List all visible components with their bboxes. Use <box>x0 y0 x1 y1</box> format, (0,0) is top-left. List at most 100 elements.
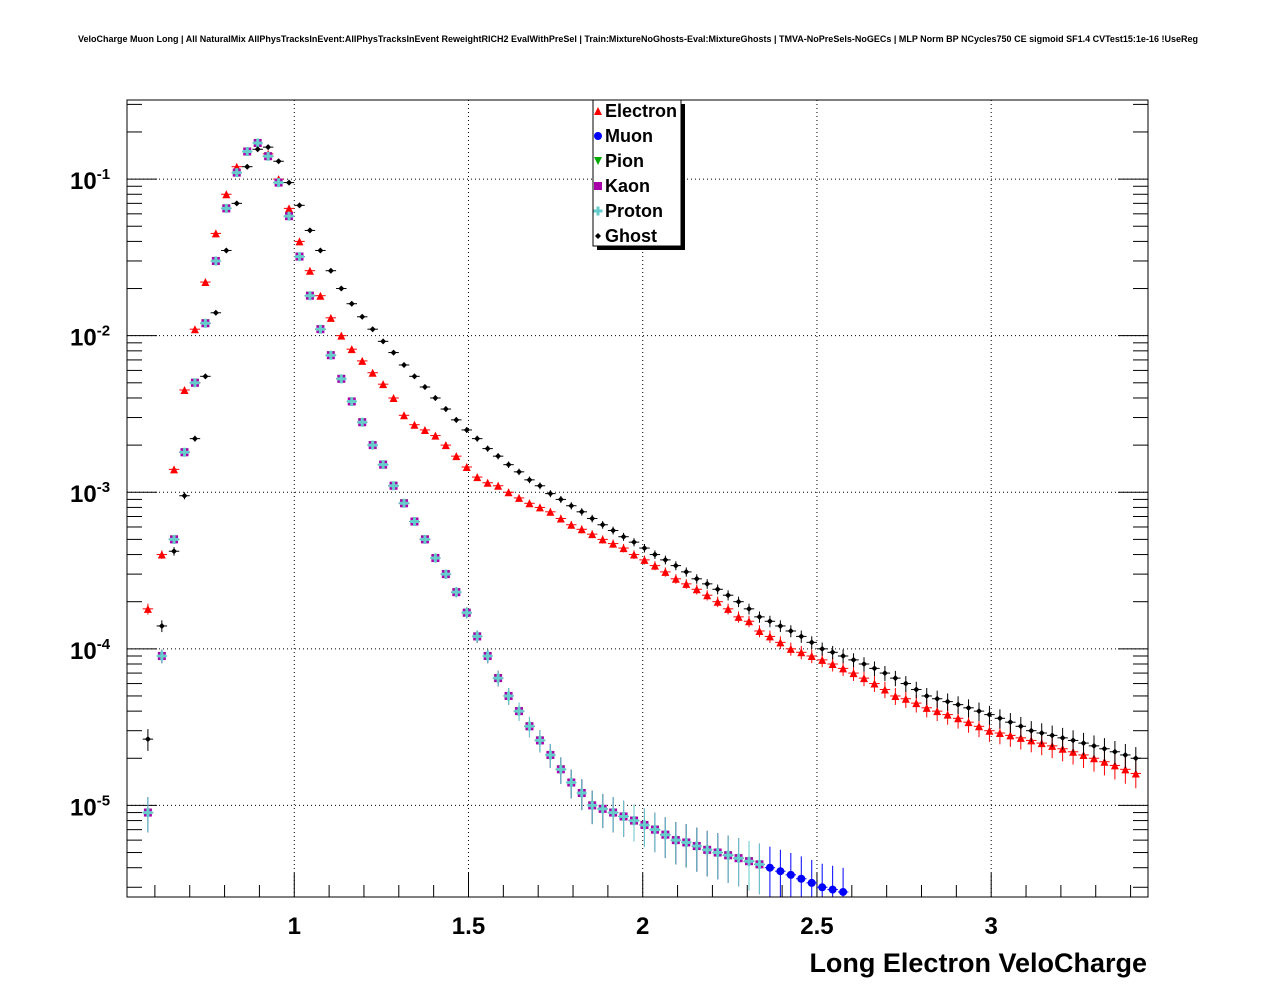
data-point <box>358 356 367 365</box>
data-point <box>545 750 555 760</box>
data-point <box>233 200 240 207</box>
data-point <box>1007 719 1014 726</box>
data-point <box>556 514 565 523</box>
legend-label: Muon <box>605 126 653 146</box>
data-point <box>660 830 670 840</box>
data-point <box>704 580 711 587</box>
x-tick-label: 1.5 <box>452 913 485 940</box>
series-proton <box>142 138 765 895</box>
data-point <box>157 550 166 559</box>
data-point <box>432 394 439 401</box>
data-point <box>577 788 587 798</box>
data-point <box>671 574 680 583</box>
data-point <box>462 608 472 618</box>
data-point <box>745 617 754 626</box>
data-point <box>317 247 324 254</box>
legend-marker <box>594 107 602 115</box>
data-point <box>1070 737 1077 744</box>
data-point <box>1038 729 1045 736</box>
data-point <box>326 350 336 360</box>
data-point <box>442 406 449 413</box>
legend-entry-ghost: Ghost <box>595 226 657 246</box>
data-point <box>380 338 387 345</box>
data-point <box>620 533 627 540</box>
data-point <box>495 453 502 460</box>
data-point <box>797 648 806 657</box>
data-point <box>1122 751 1129 758</box>
data-point <box>807 878 816 887</box>
data-point <box>431 431 440 440</box>
data-point <box>880 685 889 694</box>
data-point <box>274 178 284 188</box>
data-point <box>1101 745 1108 752</box>
data-point <box>839 887 848 896</box>
data-point <box>954 714 963 723</box>
data-point <box>327 267 334 274</box>
legend-label: Kaon <box>605 176 650 196</box>
data-point <box>484 445 491 452</box>
data-point <box>222 190 231 199</box>
data-point <box>211 229 220 238</box>
data-point <box>850 656 857 663</box>
data-point <box>179 447 189 457</box>
data-point <box>682 579 691 588</box>
data-point <box>473 473 482 482</box>
data-point <box>337 331 346 340</box>
data-point <box>650 561 659 570</box>
data-point <box>169 534 179 544</box>
data-point <box>420 534 430 544</box>
x-tick-label: 1 <box>288 913 301 940</box>
legend-label: Pion <box>605 151 644 171</box>
data-point <box>211 256 221 266</box>
data-point <box>735 598 742 605</box>
data-point <box>797 874 806 883</box>
data-point <box>451 587 461 597</box>
legend-entry-muon: Muon <box>594 126 653 146</box>
data-point <box>463 426 470 433</box>
data-point <box>702 845 712 855</box>
data-point <box>452 452 461 461</box>
data-point <box>891 691 900 700</box>
data-point <box>1049 732 1056 739</box>
data-point <box>902 680 909 687</box>
data-point <box>725 592 732 599</box>
data-point <box>368 440 378 450</box>
data-point <box>923 692 930 699</box>
y-tick-label: 10-1 <box>70 166 110 195</box>
data-point <box>713 597 722 606</box>
data-point <box>263 151 273 161</box>
data-point <box>305 291 315 301</box>
data-point <box>285 204 294 213</box>
data-point <box>650 825 660 835</box>
data-point <box>765 863 774 872</box>
data-point <box>462 462 471 471</box>
data-point <box>378 460 388 470</box>
data-point <box>347 396 357 406</box>
data-point <box>254 146 261 153</box>
data-point <box>829 649 836 656</box>
data-point <box>819 645 826 652</box>
data-point <box>776 867 785 876</box>
legend: Electron Muon Pion Kaon Proton Ghost <box>592 99 685 250</box>
data-point <box>1080 740 1087 747</box>
data-point <box>420 425 429 434</box>
data-point <box>818 655 827 664</box>
data-point <box>713 848 723 858</box>
data-point <box>631 539 638 546</box>
data-point <box>608 808 618 818</box>
data-point <box>755 626 764 635</box>
chart-title: VeloCharge Muon Long | All NaturalMix Al… <box>78 34 1198 44</box>
data-point <box>359 313 366 320</box>
data-point <box>714 586 721 593</box>
data-point <box>965 704 972 711</box>
data-point <box>144 736 151 743</box>
data-point <box>1131 769 1140 778</box>
data-point <box>368 368 377 377</box>
legend-marker <box>593 206 603 216</box>
data-marks <box>142 138 1142 897</box>
data-point <box>995 728 1004 737</box>
data-point <box>441 569 451 579</box>
data-point <box>588 530 597 539</box>
data-point <box>630 550 639 559</box>
